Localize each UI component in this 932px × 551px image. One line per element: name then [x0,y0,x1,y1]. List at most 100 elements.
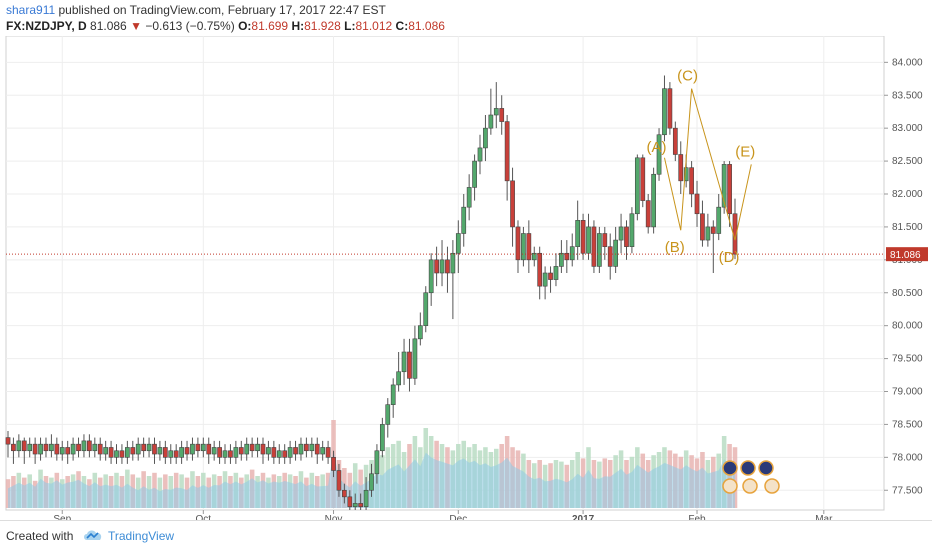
candle-body [255,443,260,452]
publish-info: shara911 published on TradingView.com, F… [6,3,386,17]
low-label: L: [344,19,356,33]
wave-label: (D) [719,249,740,266]
candle-body [173,450,179,458]
candle-body [466,187,472,208]
candle-body [624,226,629,247]
candle-body [200,443,206,452]
candle-body [59,447,65,455]
candle-body [146,443,152,452]
candle-body [607,246,613,267]
candle-body [260,443,266,455]
candle-body [526,233,532,261]
candle-body [428,259,434,294]
candle-body [689,167,694,195]
candle-body [678,154,684,182]
wave-label: (B) [665,239,685,256]
candle-body [694,193,700,215]
candle-body [537,252,543,287]
down-arrow-icon: ▼ [130,19,142,33]
publish-date: published on TradingView.com, February 1… [55,3,386,17]
candle-body [276,450,282,458]
candle-body [336,470,342,491]
candle-body [162,447,168,458]
candle-body [65,447,71,455]
tradingview-cloud-icon[interactable] [82,528,104,542]
candle-body [504,121,510,182]
open-value: 81.699 [251,19,289,33]
candle-body [293,447,298,455]
event-icons [722,460,780,494]
price-chart[interactable]: (A) (B) (C) (D) (E) 84.000 83.500 83.000 82.500… [0,36,932,520]
candle-body [282,450,288,458]
last-price: 81.086 [90,19,127,33]
candle-body [54,443,60,455]
candle-body [244,443,250,455]
candle-body [331,457,336,471]
candle-body [445,259,450,274]
candle-body [374,450,380,475]
candle-body [97,443,103,455]
volume-bar [5,479,11,508]
candle-body [705,226,711,241]
elliott-wave-drawing: (A) (B) (C) (D) (E) [646,68,755,266]
candle-body [238,447,244,455]
low-value: 81.012 [355,19,393,33]
close-label: C: [395,19,409,33]
candle-body [92,443,98,452]
candle-body [190,443,195,455]
x-tick-label: Nov [325,514,343,520]
wave-label: (C) [677,68,698,85]
close-value: 81.086 [408,19,445,33]
candle-body [309,443,315,452]
candle-body [179,447,184,458]
candle-body [580,220,586,254]
y-tick-label: 83.000 [892,123,923,134]
candle-body [591,226,597,267]
candle-body [43,443,49,452]
event-flag-icon [758,460,774,476]
candle-body [662,88,667,136]
candle-body [211,447,217,455]
candle-body [645,200,651,228]
candle-body [233,447,239,458]
candle-body [710,226,716,234]
time-axis[interactable]: Sep Oct Nov Dec 2017 Feb Mar [53,510,833,520]
y-tick-label: 82.500 [892,156,923,167]
event-flag-icon [742,478,758,494]
candle-body [249,443,255,452]
price-axis[interactable]: 84.000 83.500 83.000 82.500 82.000 81.500 81.0… [884,57,928,496]
candle-body [700,213,705,241]
candle-body [521,233,526,261]
tradingview-link[interactable]: TradingView [108,529,175,543]
candle-body [727,164,732,215]
candle-body [114,450,119,458]
y-tick-label: 78.500 [892,419,923,430]
candle-body [683,167,689,182]
y-tick-label: 84.000 [892,57,923,68]
y-tick-label: 82.000 [892,189,923,200]
candle-body [488,114,494,129]
event-flag-icon [764,478,780,494]
y-tick-label: 79.500 [892,354,923,365]
author-link[interactable]: shara911 [6,3,56,17]
candle-body [412,338,418,379]
candle-body [396,371,401,386]
candle-body [390,384,396,405]
candle-body [168,450,174,458]
candle-body [434,259,439,274]
candle-body [32,443,38,455]
symbol-label: FX:NZDJPY, D [6,19,87,33]
candle-body [634,157,640,215]
candle-body [21,440,27,452]
candle-body [157,447,163,455]
candle-body [493,108,499,116]
candle-body [325,447,331,458]
high-value: 81.928 [304,19,341,33]
candle-body [363,489,369,508]
x-tick-label: 2017 [572,514,595,520]
candle-body [417,325,423,340]
candle-body [483,127,488,149]
candle-body [184,447,190,455]
candle-body [135,443,141,455]
candle-body [347,496,353,508]
